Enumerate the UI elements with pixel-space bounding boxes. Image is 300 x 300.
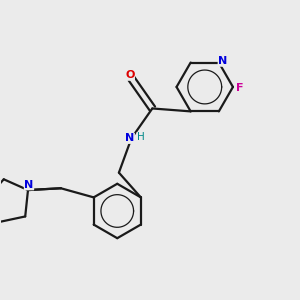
Text: N: N (218, 56, 227, 66)
Text: H: H (137, 132, 145, 142)
Text: N: N (24, 180, 34, 190)
Text: O: O (125, 70, 134, 80)
Text: F: F (236, 82, 243, 93)
Text: N: N (125, 134, 134, 143)
